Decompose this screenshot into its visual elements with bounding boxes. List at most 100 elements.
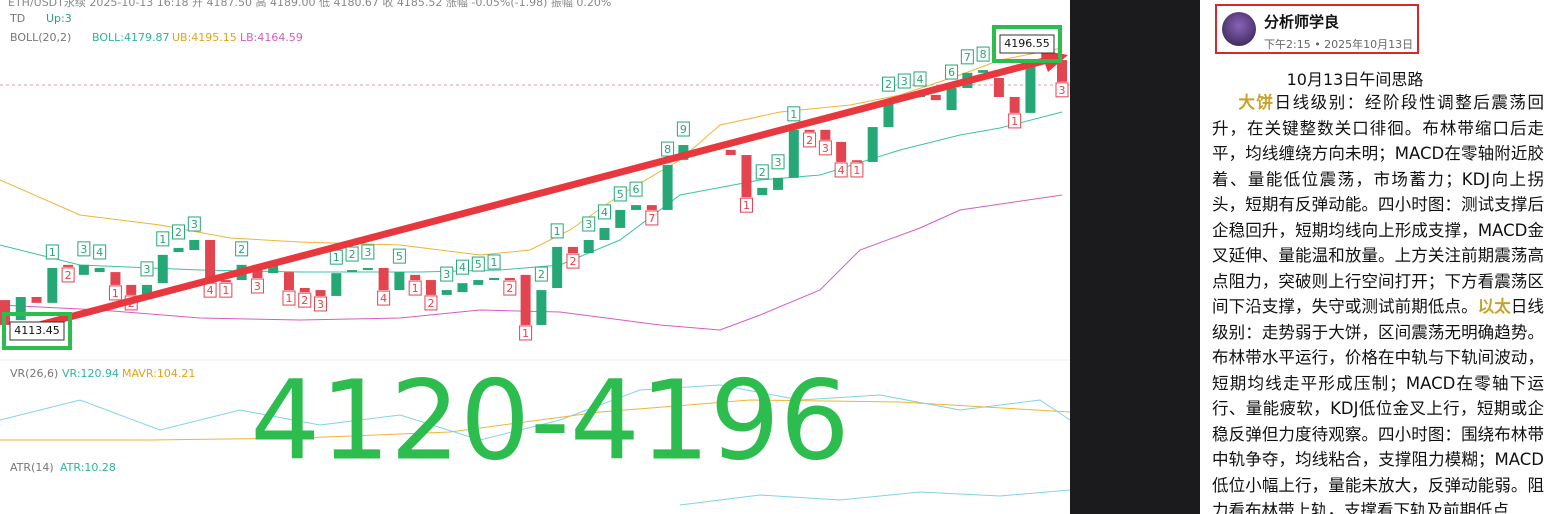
candle [883, 100, 894, 128]
td-count: 3 [443, 268, 450, 281]
candle [473, 280, 484, 285]
candle [126, 284, 137, 295]
candle [552, 246, 563, 289]
price-tag [9, 321, 65, 341]
td-box [487, 254, 501, 270]
td-count: 2 [538, 268, 545, 281]
candle [646, 205, 657, 210]
range-text: 4120-4196 [250, 356, 850, 484]
td-count: 3 [317, 298, 324, 311]
candle [205, 239, 216, 283]
td-box [960, 49, 974, 65]
td-box [913, 71, 927, 87]
td-count: 8 [664, 143, 671, 156]
td-box [787, 106, 801, 122]
td-box [976, 46, 990, 62]
candle [725, 149, 736, 156]
coin-name: 以太 [1477, 297, 1511, 316]
td-box [503, 280, 517, 296]
coin-name: 大饼 [1238, 93, 1275, 112]
candle [1009, 97, 1020, 113]
td-box [61, 267, 75, 283]
atr-value: ATR:10.28 [60, 461, 116, 474]
td-box [440, 266, 454, 282]
td-count: 1 [1011, 115, 1018, 128]
candle [441, 290, 452, 295]
td-box [298, 292, 312, 308]
td-count: 3 [80, 243, 87, 256]
td-box [629, 181, 643, 197]
td-box [881, 76, 895, 92]
post-time: 下午2:15 • 2025年10月13日 [1264, 38, 1414, 51]
td-box [250, 278, 264, 294]
td-count: 2 [759, 166, 766, 179]
candle [94, 267, 105, 273]
td-box [771, 154, 785, 170]
td-box [314, 296, 328, 312]
candle [362, 267, 373, 271]
price-tag [999, 34, 1055, 54]
td-count: 4 [917, 73, 924, 86]
chart: ETH/USDT永续 2025-10-13 16:18 开 4187.50 高 … [0, 0, 1070, 514]
td-count: 1 [743, 199, 750, 212]
td-box [582, 216, 596, 232]
candle [410, 274, 421, 281]
candle [378, 267, 389, 291]
td-count: 7 [648, 212, 655, 225]
td-count: 3 [254, 280, 261, 293]
post-panel: 分析师学良 下午2:15 • 2025年10月13日 10月13日午间思路 大饼… [1200, 0, 1556, 514]
td-count: 2 [349, 248, 356, 261]
td-count: 2 [806, 134, 813, 147]
candle [220, 280, 231, 283]
candle [804, 129, 815, 132]
candle [930, 94, 941, 101]
candle [15, 296, 26, 321]
td-count: 3 [775, 156, 782, 169]
td-box [1008, 113, 1022, 129]
td-box [803, 132, 817, 148]
td-box [1055, 82, 1069, 98]
candle [347, 270, 358, 273]
candle [78, 264, 89, 275]
td-box [597, 204, 611, 220]
td-count: 7 [964, 51, 971, 64]
candle [489, 277, 500, 281]
post-body: 大饼日线级别：经阶段性调整后震荡回升，在关键整数关口徘徊。布林带缩口后走平，均线… [1212, 90, 1544, 514]
candle [615, 209, 626, 228]
td-count: 5 [617, 188, 624, 201]
boll-mid: BOLL:4179.87 [92, 31, 169, 44]
td-box [661, 141, 675, 157]
atr-line [679, 489, 1070, 506]
candle [63, 264, 74, 267]
symbol-line: ETH/USDT永续 2025-10-13 16:18 开 4187.50 高 … [8, 0, 611, 9]
candle [946, 88, 957, 111]
author[interactable]: 分析师学良 [1264, 13, 1340, 31]
candle [773, 177, 784, 190]
td-count: 1 [112, 287, 119, 300]
candles: 1234123123412312312345123451212123456789… [0, 46, 1069, 341]
avatar[interactable] [1222, 12, 1256, 46]
td-count: 2 [569, 255, 576, 268]
td-box [140, 261, 154, 277]
td-count: 1 [790, 108, 797, 121]
td-count: 6 [633, 183, 640, 196]
td-count: 3 [191, 218, 198, 231]
td-count: 1 [853, 164, 860, 177]
candle [567, 246, 578, 254]
td-box [93, 244, 107, 260]
td-box [45, 244, 59, 260]
candle [504, 277, 515, 281]
candle [820, 129, 831, 140]
candle [299, 288, 310, 293]
candle [599, 227, 610, 240]
trend-arrow [19, 54, 1056, 334]
td-count: 3 [585, 218, 592, 231]
candle [741, 155, 752, 198]
candle [583, 239, 594, 254]
candle [1025, 60, 1036, 113]
candle [788, 129, 799, 178]
candle [867, 127, 878, 162]
boll-upper [0, 47, 1063, 256]
td-count: 2 [301, 294, 308, 307]
candle [1057, 60, 1067, 82]
